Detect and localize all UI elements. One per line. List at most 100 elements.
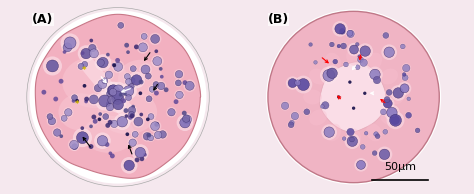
Circle shape <box>98 57 108 68</box>
Circle shape <box>116 92 124 99</box>
Circle shape <box>364 131 369 136</box>
Circle shape <box>177 114 193 131</box>
Circle shape <box>59 134 63 138</box>
Circle shape <box>124 94 133 102</box>
Circle shape <box>89 144 93 149</box>
Circle shape <box>75 99 79 103</box>
Circle shape <box>288 122 294 128</box>
Circle shape <box>138 43 147 52</box>
Circle shape <box>129 77 135 83</box>
Circle shape <box>98 80 107 89</box>
Circle shape <box>282 102 289 109</box>
Circle shape <box>108 89 127 108</box>
Circle shape <box>61 33 80 52</box>
Circle shape <box>137 41 149 54</box>
Circle shape <box>288 79 297 87</box>
Circle shape <box>64 37 76 49</box>
Circle shape <box>107 85 118 96</box>
Circle shape <box>127 105 137 115</box>
Circle shape <box>414 127 421 133</box>
Circle shape <box>346 127 356 137</box>
Circle shape <box>121 98 126 103</box>
Circle shape <box>402 73 406 76</box>
Circle shape <box>363 92 366 95</box>
Circle shape <box>329 41 335 48</box>
Circle shape <box>119 93 122 97</box>
Circle shape <box>118 22 124 28</box>
Circle shape <box>387 111 404 129</box>
Circle shape <box>127 82 136 90</box>
Ellipse shape <box>380 68 398 84</box>
Circle shape <box>303 108 310 116</box>
Circle shape <box>41 90 46 95</box>
Circle shape <box>384 47 394 57</box>
Circle shape <box>149 33 161 45</box>
Circle shape <box>354 158 368 171</box>
Circle shape <box>77 62 85 71</box>
Circle shape <box>157 82 165 90</box>
Circle shape <box>320 67 338 84</box>
Circle shape <box>126 95 132 101</box>
Polygon shape <box>35 14 201 178</box>
Circle shape <box>175 70 183 78</box>
Circle shape <box>131 75 142 85</box>
Circle shape <box>400 84 409 93</box>
Ellipse shape <box>309 110 327 126</box>
Circle shape <box>43 56 62 75</box>
Circle shape <box>93 119 98 124</box>
Circle shape <box>132 115 145 128</box>
Circle shape <box>332 21 348 37</box>
Circle shape <box>358 55 362 58</box>
Circle shape <box>126 50 130 54</box>
Circle shape <box>393 88 403 98</box>
Circle shape <box>377 146 392 162</box>
Circle shape <box>360 59 367 66</box>
Circle shape <box>287 121 295 129</box>
Circle shape <box>115 90 125 101</box>
Circle shape <box>149 120 161 133</box>
Circle shape <box>72 144 78 150</box>
Circle shape <box>401 44 405 49</box>
Circle shape <box>406 96 411 101</box>
Ellipse shape <box>346 47 361 65</box>
Circle shape <box>352 107 356 110</box>
Circle shape <box>166 107 177 117</box>
Circle shape <box>107 91 112 97</box>
Circle shape <box>64 109 72 116</box>
Circle shape <box>128 83 134 89</box>
Circle shape <box>401 74 409 81</box>
Circle shape <box>106 95 117 105</box>
Circle shape <box>373 131 379 137</box>
Circle shape <box>129 65 137 73</box>
Circle shape <box>173 99 179 104</box>
Circle shape <box>295 80 301 86</box>
Circle shape <box>347 128 354 136</box>
Circle shape <box>339 28 345 34</box>
Circle shape <box>345 133 360 149</box>
Circle shape <box>95 54 111 71</box>
Circle shape <box>159 67 163 71</box>
Circle shape <box>124 43 129 48</box>
Circle shape <box>128 115 133 120</box>
Circle shape <box>355 65 360 70</box>
Circle shape <box>381 109 386 115</box>
Circle shape <box>117 117 128 127</box>
Circle shape <box>94 133 111 149</box>
Circle shape <box>349 45 358 54</box>
Circle shape <box>128 138 138 148</box>
Circle shape <box>182 115 191 124</box>
Circle shape <box>343 61 349 68</box>
Circle shape <box>308 42 313 47</box>
Circle shape <box>180 118 190 128</box>
Circle shape <box>113 85 124 95</box>
Circle shape <box>117 91 122 96</box>
Circle shape <box>131 130 139 139</box>
Circle shape <box>110 85 121 95</box>
Circle shape <box>116 96 119 99</box>
Circle shape <box>89 125 93 128</box>
Circle shape <box>124 74 130 80</box>
Circle shape <box>59 79 64 84</box>
Text: 50μm: 50μm <box>384 162 416 172</box>
Circle shape <box>109 119 119 129</box>
Ellipse shape <box>62 56 129 108</box>
